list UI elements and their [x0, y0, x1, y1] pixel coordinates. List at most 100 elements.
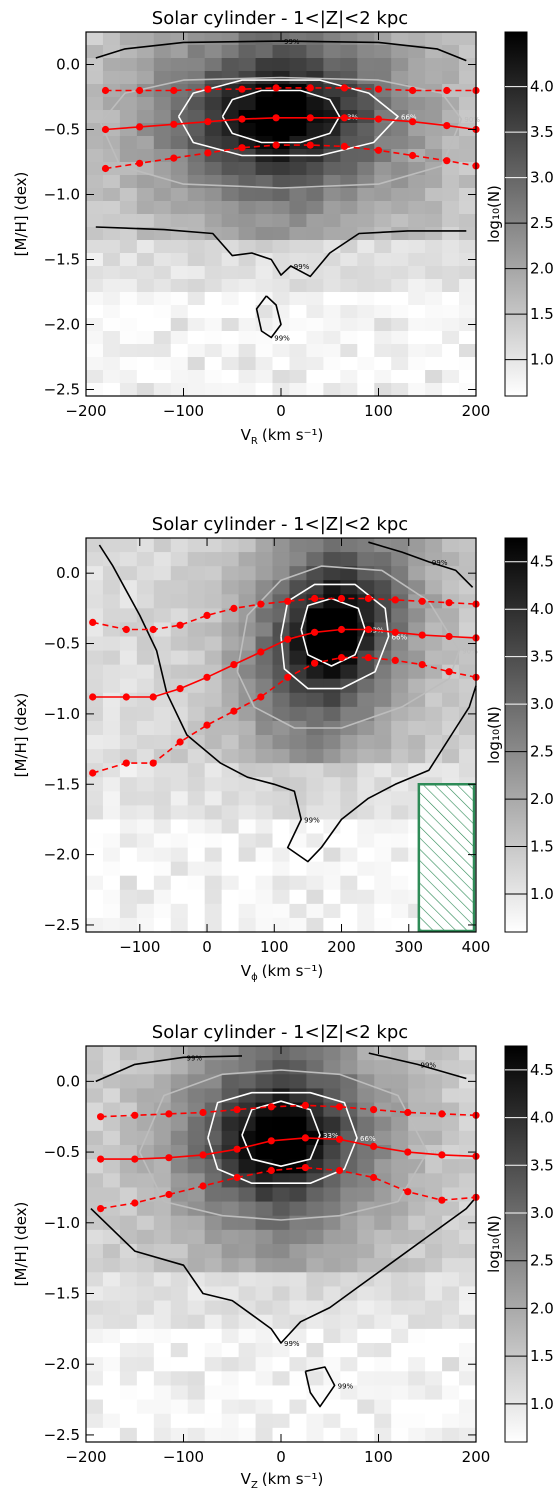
- heatmap-cell: [391, 331, 409, 345]
- heatmap-cell: [86, 650, 104, 666]
- heatmap-cell: [374, 123, 392, 137]
- heatmap-cell: [136, 292, 155, 306]
- heatmap-cell: [391, 305, 409, 319]
- heatmap-cell: [238, 847, 257, 863]
- heatmap-cells: [86, 1046, 477, 1443]
- contour-label: 66%: [392, 634, 408, 642]
- heatmap-cell: [272, 344, 291, 358]
- heatmap-cell: [86, 791, 104, 806]
- heatmap-cell: [221, 331, 240, 345]
- heatmap-cell: [459, 636, 477, 652]
- heatmap-cell: [408, 1385, 426, 1401]
- heatmap-cell: [442, 214, 460, 228]
- contour-line: [177, 79, 399, 157]
- heatmap-cell: [86, 240, 104, 254]
- heatmap-cell: [408, 636, 426, 652]
- heatmap-cell: [170, 833, 189, 849]
- heatmap-cell: [357, 240, 375, 254]
- heatmap-cell: [374, 318, 392, 332]
- heatmap-cell: [238, 344, 257, 358]
- trend-point: [199, 1182, 207, 1190]
- heatmap-cell: [323, 1046, 341, 1061]
- heatmap-cell: [86, 847, 104, 863]
- heatmap-cell: [255, 664, 274, 680]
- heatmap-cell: [323, 1343, 341, 1358]
- heatmap-cell: [391, 1046, 409, 1061]
- heatmap-cell: [204, 875, 223, 891]
- heatmap-cell: [340, 331, 358, 345]
- heatmap-cell: [442, 227, 460, 241]
- heatmap-cell: [391, 903, 409, 919]
- heatmap-cell: [306, 1300, 324, 1316]
- heatmap-cell: [408, 1357, 426, 1372]
- heatmap-cell: [119, 720, 138, 736]
- heatmap-cell: [170, 594, 189, 609]
- heatmap-cells: [86, 538, 477, 933]
- heatmap-cell: [187, 45, 206, 59]
- heatmap-cell: [153, 123, 172, 137]
- contour-label: 90%: [462, 648, 478, 656]
- heatmap-cell: [221, 1314, 240, 1330]
- heatmap-cell: [323, 110, 341, 124]
- heatmap-cell: [408, 678, 426, 694]
- heatmap-cell: [340, 1060, 358, 1075]
- heatmap-cell: [255, 1371, 274, 1387]
- heatmap-cell: [357, 279, 375, 293]
- heatmap-cell: [102, 1244, 121, 1259]
- heatmap-cell: [221, 292, 240, 306]
- heatmap-cell: [459, 1215, 477, 1231]
- heatmap-cell: [221, 1116, 240, 1132]
- heatmap-cell: [357, 538, 375, 553]
- contour-label: 90%: [464, 116, 480, 124]
- heatmap-cell: [272, 566, 291, 581]
- heatmap-cell: [187, 791, 206, 806]
- heatmap-cell: [255, 162, 274, 176]
- heatmap-cell: [119, 805, 138, 821]
- heatmap-cell: [86, 253, 104, 267]
- heatmap-cell: [221, 84, 240, 98]
- heatmap-cell: [136, 175, 155, 189]
- heatmap-cell: [374, 777, 392, 792]
- heatmap-cell: [136, 1399, 155, 1415]
- x-tick-label: 200: [327, 938, 356, 956]
- heatmap-cell: [391, 706, 409, 722]
- heatmap-cell: [170, 58, 189, 72]
- heatmap-cell: [136, 805, 155, 821]
- heatmap-cell: [102, 1343, 121, 1358]
- heatmap-cell: [340, 383, 358, 397]
- heatmap-cell: [340, 266, 358, 280]
- heatmap-cell: [102, 763, 121, 778]
- heatmap-cell: [323, 1074, 341, 1090]
- heatmap-cell: [86, 819, 104, 835]
- heatmap-cell: [272, 45, 291, 59]
- heatmap-cell: [136, 305, 155, 319]
- heatmap-cell: [187, 318, 206, 332]
- heatmap-cell: [255, 875, 274, 891]
- heatmap-cell: [408, 1201, 426, 1217]
- heatmap-cell: [323, 58, 341, 72]
- heatmap-cell: [323, 344, 341, 358]
- heatmap-cell: [459, 1343, 477, 1358]
- heatmap-cell: [170, 266, 189, 280]
- heatmap-cell: [136, 1385, 155, 1401]
- heatmap-cell: [221, 1046, 240, 1061]
- heatmap-cell: [187, 805, 206, 821]
- heatmap-cell: [86, 664, 104, 680]
- heatmap-cell: [442, 1286, 460, 1302]
- trend-point: [409, 118, 417, 126]
- heatmap-cell: [86, 136, 104, 150]
- heatmap-cell: [170, 279, 189, 293]
- trend-point: [203, 611, 211, 620]
- heatmap-cell: [153, 580, 172, 595]
- heatmap-cell: [170, 552, 189, 567]
- heatmap-cell: [204, 318, 223, 332]
- heatmap-cell: [425, 1215, 443, 1231]
- heatmap-cell: [340, 664, 358, 680]
- trend-point: [267, 1137, 275, 1145]
- heatmap-cell: [170, 1371, 189, 1387]
- heatmap-cell: [136, 110, 155, 124]
- heatmap-cell: [425, 1427, 443, 1443]
- heatmap-cell: [357, 1427, 375, 1443]
- heatmap-cell: [170, 1060, 189, 1075]
- heatmap-cell: [408, 253, 426, 267]
